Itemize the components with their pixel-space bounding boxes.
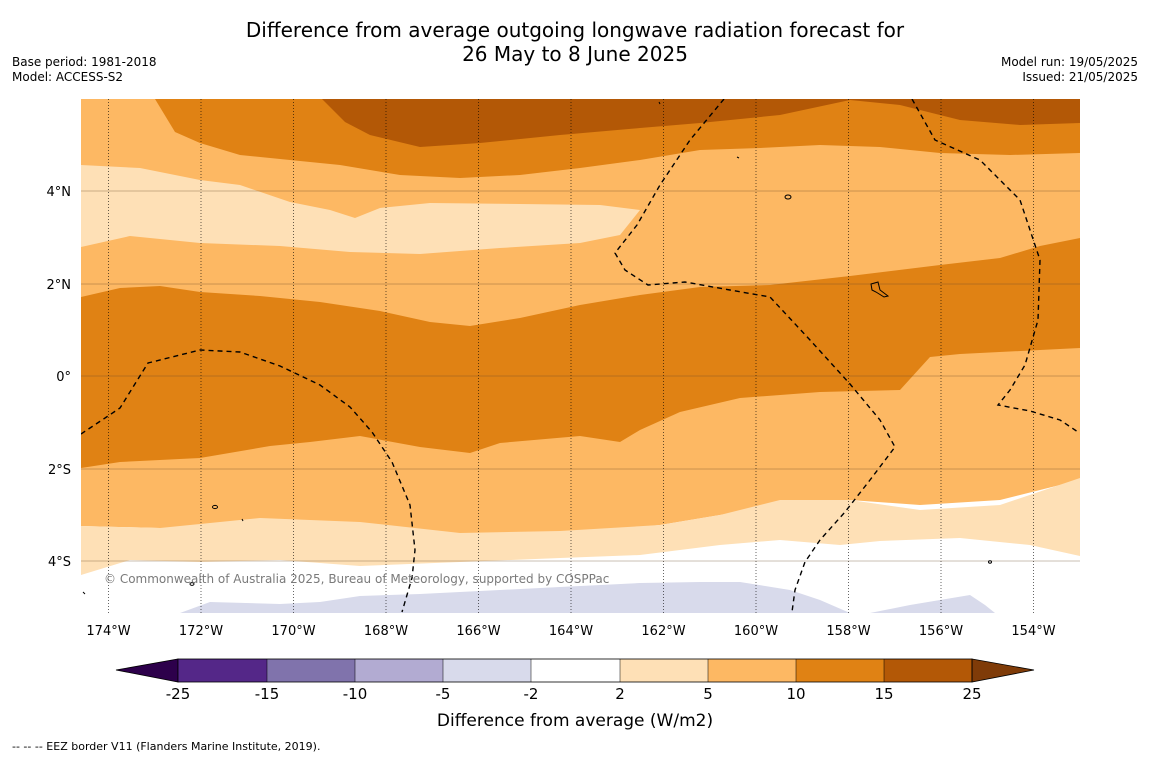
colorbar-segment	[708, 659, 796, 682]
colorbar-segment	[178, 659, 267, 682]
colorbar-segment	[884, 659, 972, 682]
lon-label: 160°W	[734, 624, 778, 639]
eez-border-west	[81, 349, 416, 613]
lon-label: 174°W	[86, 624, 130, 639]
forecast-map: © Commonwealth of Australia 2025, Bureau…	[47, 99, 1080, 731]
lat-label: 0°	[56, 370, 71, 385]
title-line-1: Difference from average outgoing longwav…	[245, 18, 905, 42]
colorbar-title: Difference from average (W/m2)	[437, 711, 713, 731]
eez-legend-note: -- -- -- EEZ border V11 (Flanders Marine…	[12, 740, 321, 753]
colorbar-segment	[620, 659, 708, 682]
colorbar-segment	[355, 659, 443, 682]
lat-label: 4°S	[48, 555, 71, 570]
colorbar-tick-label: -15	[255, 685, 280, 703]
colorbar-extend-high	[971, 658, 1035, 683]
colorbar-ticks: -25 -15 -10 -5 -2 2 5 10 15 25	[166, 685, 982, 703]
island-shape	[870, 281, 890, 298]
island-shape	[82, 591, 86, 595]
model-text: Model: ACCESS-S2	[12, 70, 124, 84]
colorbar-dividers	[266, 659, 885, 682]
island-shape	[736, 156, 740, 159]
colorbar-tick-label: -2	[524, 685, 539, 703]
island-shape	[189, 582, 195, 586]
colorbar: -25 -15 -10 -5 -2 2 5 10 15 25 Differenc…	[115, 658, 1035, 731]
colorbar-segment	[531, 659, 620, 682]
map-plot-area: © Commonwealth of Australia 2025, Bureau…	[81, 99, 1080, 613]
map-title: Difference from average outgoing longwav…	[0, 18, 1150, 66]
eez-borders	[81, 99, 1079, 613]
lon-label: 156°W	[919, 624, 963, 639]
eez-border-east	[911, 99, 1079, 433]
colorbar-tick-label: -10	[343, 685, 368, 703]
island-shape	[241, 518, 244, 522]
lat-label: 4°N	[47, 185, 72, 200]
lat-label: 2°N	[47, 278, 72, 293]
lon-label: 154°W	[1011, 624, 1055, 639]
longitude-axis: 174°W 172°W 170°W 168°W 166°W 164°W 162°…	[86, 624, 1055, 639]
issued-text: Issued: 21/05/2025	[1022, 70, 1138, 84]
colorbar-segment	[267, 659, 355, 682]
colorbar-tick-label: -5	[436, 685, 451, 703]
lon-label: 168°W	[364, 624, 408, 639]
colorbar-tick-label: 15	[874, 685, 893, 703]
contour-band-m5-m2-southeast	[870, 595, 995, 613]
contour-band-2-5-north	[81, 165, 640, 254]
colorbar-segment	[443, 659, 531, 682]
copyright-text: © Commonwealth of Australia 2025, Bureau…	[104, 572, 609, 586]
contour-band-m5-m2-south	[180, 582, 850, 613]
colorbar-tick-label: -25	[166, 685, 191, 703]
colorbar-outline	[177, 658, 973, 683]
latitude-gridlines	[81, 190, 1080, 562]
island-shape	[212, 504, 218, 510]
island-shape	[784, 194, 792, 200]
contour-band-10-15-central	[81, 238, 1080, 468]
contour-band-15-25-north	[322, 99, 1080, 147]
island-shape	[988, 560, 992, 564]
colorbar-tick-label: 10	[786, 685, 805, 703]
run-info: Model run: 19/05/2025 Issued: 21/05/2025	[1001, 55, 1138, 85]
lon-label: 170°W	[271, 624, 315, 639]
lat-label: 2°S	[48, 463, 71, 478]
title-line-2: 26 May to 8 June 2025	[462, 42, 688, 66]
colorbar-tick-label: 2	[615, 685, 625, 703]
colorbar-tick-label: 25	[962, 685, 981, 703]
colorbar-extend-low	[115, 658, 179, 683]
lon-label: 172°W	[179, 624, 223, 639]
model-info: Base period: 1981-2018 Model: ACCESS-S2	[12, 55, 157, 85]
lon-label: 166°W	[456, 624, 500, 639]
island-shape	[658, 101, 661, 105]
lon-label: 162°W	[641, 624, 685, 639]
colorbar-tick-label: 5	[703, 685, 713, 703]
latitude-axis: 4°N 2°N 0° 2°S 4°S	[47, 185, 72, 570]
base-period-text: Base period: 1981-2018	[12, 55, 157, 69]
lon-label: 164°W	[549, 624, 593, 639]
islands	[82, 101, 992, 595]
colorbar-segment	[796, 659, 884, 682]
lon-label: 158°W	[826, 624, 870, 639]
eez-border-central	[614, 99, 896, 613]
model-run-text: Model run: 19/05/2025	[1000, 55, 1138, 69]
contour-band-2-5-south	[81, 478, 1080, 575]
